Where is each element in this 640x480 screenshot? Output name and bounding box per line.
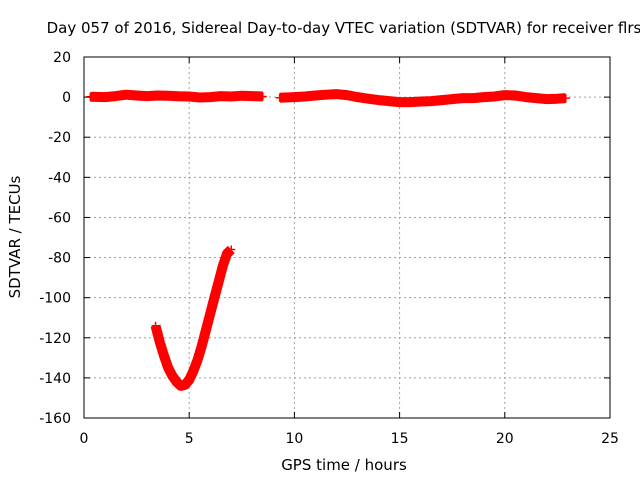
data-point [132,91,141,100]
series-0 [86,89,267,103]
data-point [185,92,194,101]
data-point [521,93,530,102]
chart-title: Day 057 of 2016, Sidereal Day-to-day VTE… [47,19,640,37]
data-layer [86,89,570,391]
series-trace [279,89,567,108]
data-point [159,351,168,360]
series-trace [150,245,235,391]
data-point [143,92,152,101]
data-point [364,94,373,103]
y-tick-label: -20 [48,130,71,146]
data-point [290,93,299,102]
data-point [343,91,351,100]
plot-frame [83,56,611,419]
data-point [479,93,488,102]
y-tick-label: 0 [62,90,71,106]
data-point [206,309,215,318]
data-point [469,94,478,103]
data-point [353,93,362,102]
y-axis-label: SDTVAR / TECUs [6,175,24,298]
data-point [164,363,173,372]
data-point [500,91,509,100]
data-point [223,249,232,258]
x-tick-label: 25 [601,431,619,447]
y-tick-label: -60 [48,210,71,226]
x-axis-label: GPS time / hours [281,456,407,474]
data-point [332,90,341,99]
data-point [490,92,499,101]
y-tick-label: -140 [39,371,71,387]
data-point [216,92,225,101]
data-point [111,92,120,101]
data-point [300,92,309,101]
data-point [168,371,177,380]
y-tick-label: -80 [48,251,71,267]
data-point [210,293,219,302]
data-point [416,97,425,106]
data-point [561,94,570,103]
y-tick-label: -40 [48,170,71,186]
data-point [214,277,223,286]
data-point [427,97,436,106]
grid [84,57,610,418]
data-point [172,377,181,386]
x-tick-label: 0 [80,431,89,447]
y-tick-label: -100 [39,291,71,307]
data-point [151,321,160,330]
axis-ticks: 0 5 10 15 20 25 20 0 -20 -40 -60 -80 -100 -120 -140 -16… [39,50,619,447]
data-point [202,325,211,334]
data-point [321,90,330,99]
x-tick-label: 20 [496,431,514,447]
data-point [237,91,246,100]
data-point [437,96,446,105]
data-point [153,91,162,100]
data-point [206,93,215,102]
data-point [248,92,257,101]
data-point [227,92,236,101]
data-point [458,94,467,103]
data-point [448,95,457,104]
data-point [122,90,131,99]
data-point [195,93,204,102]
data-point [374,96,383,105]
data-point [218,261,227,270]
series-1 [275,89,570,108]
series-2 [150,245,236,391]
data-point [258,92,267,101]
data-point [532,94,541,103]
y-tick-label: -120 [39,331,71,347]
x-tick-label: 10 [285,431,303,447]
data-point [275,93,284,102]
x-tick-label: 15 [391,431,409,447]
data-point [185,375,194,384]
data-point [197,341,206,350]
y-tick-label: -160 [39,411,71,427]
data-point [227,245,236,254]
data-point [193,355,202,364]
y-tick-label: 20 [53,50,71,66]
data-point [511,91,520,100]
data-point [180,380,189,389]
data-point [101,93,110,102]
data-point [174,92,183,101]
data-point [176,381,185,390]
data-point [542,95,551,104]
x-tick-label: 5 [185,431,194,447]
data-point [155,337,164,346]
data-point [164,91,173,100]
data-point [553,94,562,103]
data-point [395,98,404,107]
data-point [311,91,320,100]
data-point [189,366,198,375]
data-point [406,98,415,107]
data-point [385,97,394,106]
